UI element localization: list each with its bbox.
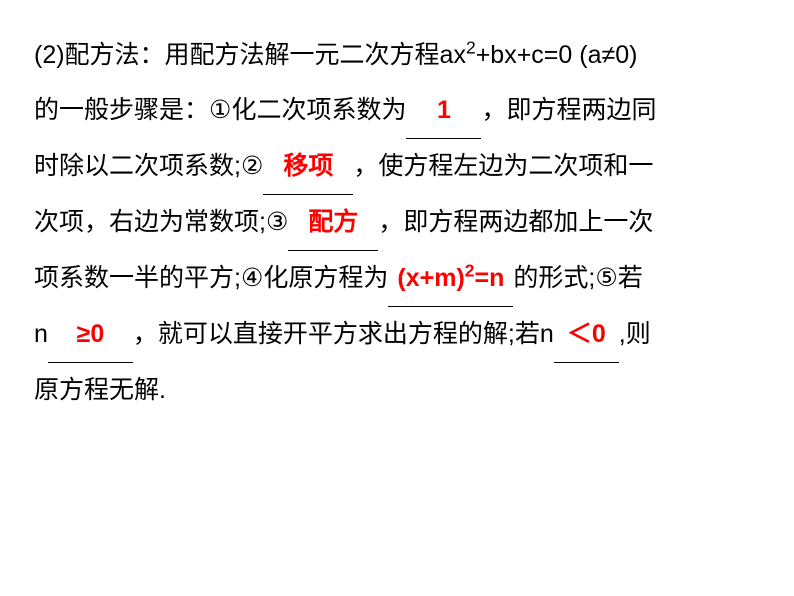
line6-after: ,则 — [619, 320, 651, 348]
text-line2a: 的一般步骤是： — [34, 96, 209, 124]
text-line4a: 次项，右边为常数项; — [34, 208, 266, 236]
ans4b: =n — [475, 264, 505, 292]
blank-2: 移项 — [263, 139, 353, 195]
step1-text: 化二次项系数为 — [231, 96, 406, 124]
step2-marker: ② — [241, 139, 263, 194]
ans4-sup: 2 — [465, 261, 475, 281]
step2-after: ，使方程左边为二次项和一 — [353, 152, 653, 180]
step5-text: 若 — [618, 264, 643, 292]
text-line6a: n — [34, 320, 48, 348]
text-after-sup1: +bx+c=0 (a≠0) — [476, 41, 638, 69]
answer-3: 配方 — [308, 208, 358, 236]
text-opening: (2)配方法：用配方法解一元二次方程ax — [34, 41, 466, 69]
text-line7: 原方程无解. — [34, 376, 166, 404]
answer-4: (x+m)2=n — [397, 264, 504, 292]
blank-4: (x+m)2=n — [388, 251, 513, 307]
sup-1: 2 — [466, 38, 476, 58]
ans4a: (x+m) — [397, 264, 464, 292]
paragraph: (2)配方法：用配方法解一元二次方程ax2+bx+c=0 (a≠0) 的一般步骤… — [34, 28, 760, 418]
text-line5a: 项系数一半的平方; — [34, 264, 241, 292]
step5-after: ，就可以直接开平方求出方程的解;若n — [133, 320, 554, 348]
blank-1: 1 — [406, 83, 481, 139]
slide-content: (2)配方法：用配方法解一元二次方程ax2+bx+c=0 (a≠0) 的一般步骤… — [0, 0, 794, 418]
blank-3: 配方 — [288, 195, 378, 251]
answer-6: ＜0 — [567, 320, 606, 348]
step3-after: ，即方程两边都加上一次 — [378, 208, 653, 236]
answer-5: ≥0 — [77, 320, 105, 348]
text-line3a: 时除以二次项系数; — [34, 152, 241, 180]
step1-marker: ① — [209, 83, 231, 138]
step1-after: ，即方程两边同 — [481, 96, 656, 124]
step5-marker: ⑤ — [595, 251, 617, 306]
blank-5: ≥0 — [48, 307, 133, 363]
answer-2: 移项 — [283, 152, 333, 180]
answer-1: 1 — [437, 96, 451, 124]
step4-marker: ④ — [241, 251, 263, 306]
step4-after: 的形式; — [513, 264, 595, 292]
step4-text: 化原方程为 — [263, 264, 388, 292]
step3-marker: ③ — [266, 195, 288, 250]
blank-6: ＜0 — [554, 307, 619, 363]
